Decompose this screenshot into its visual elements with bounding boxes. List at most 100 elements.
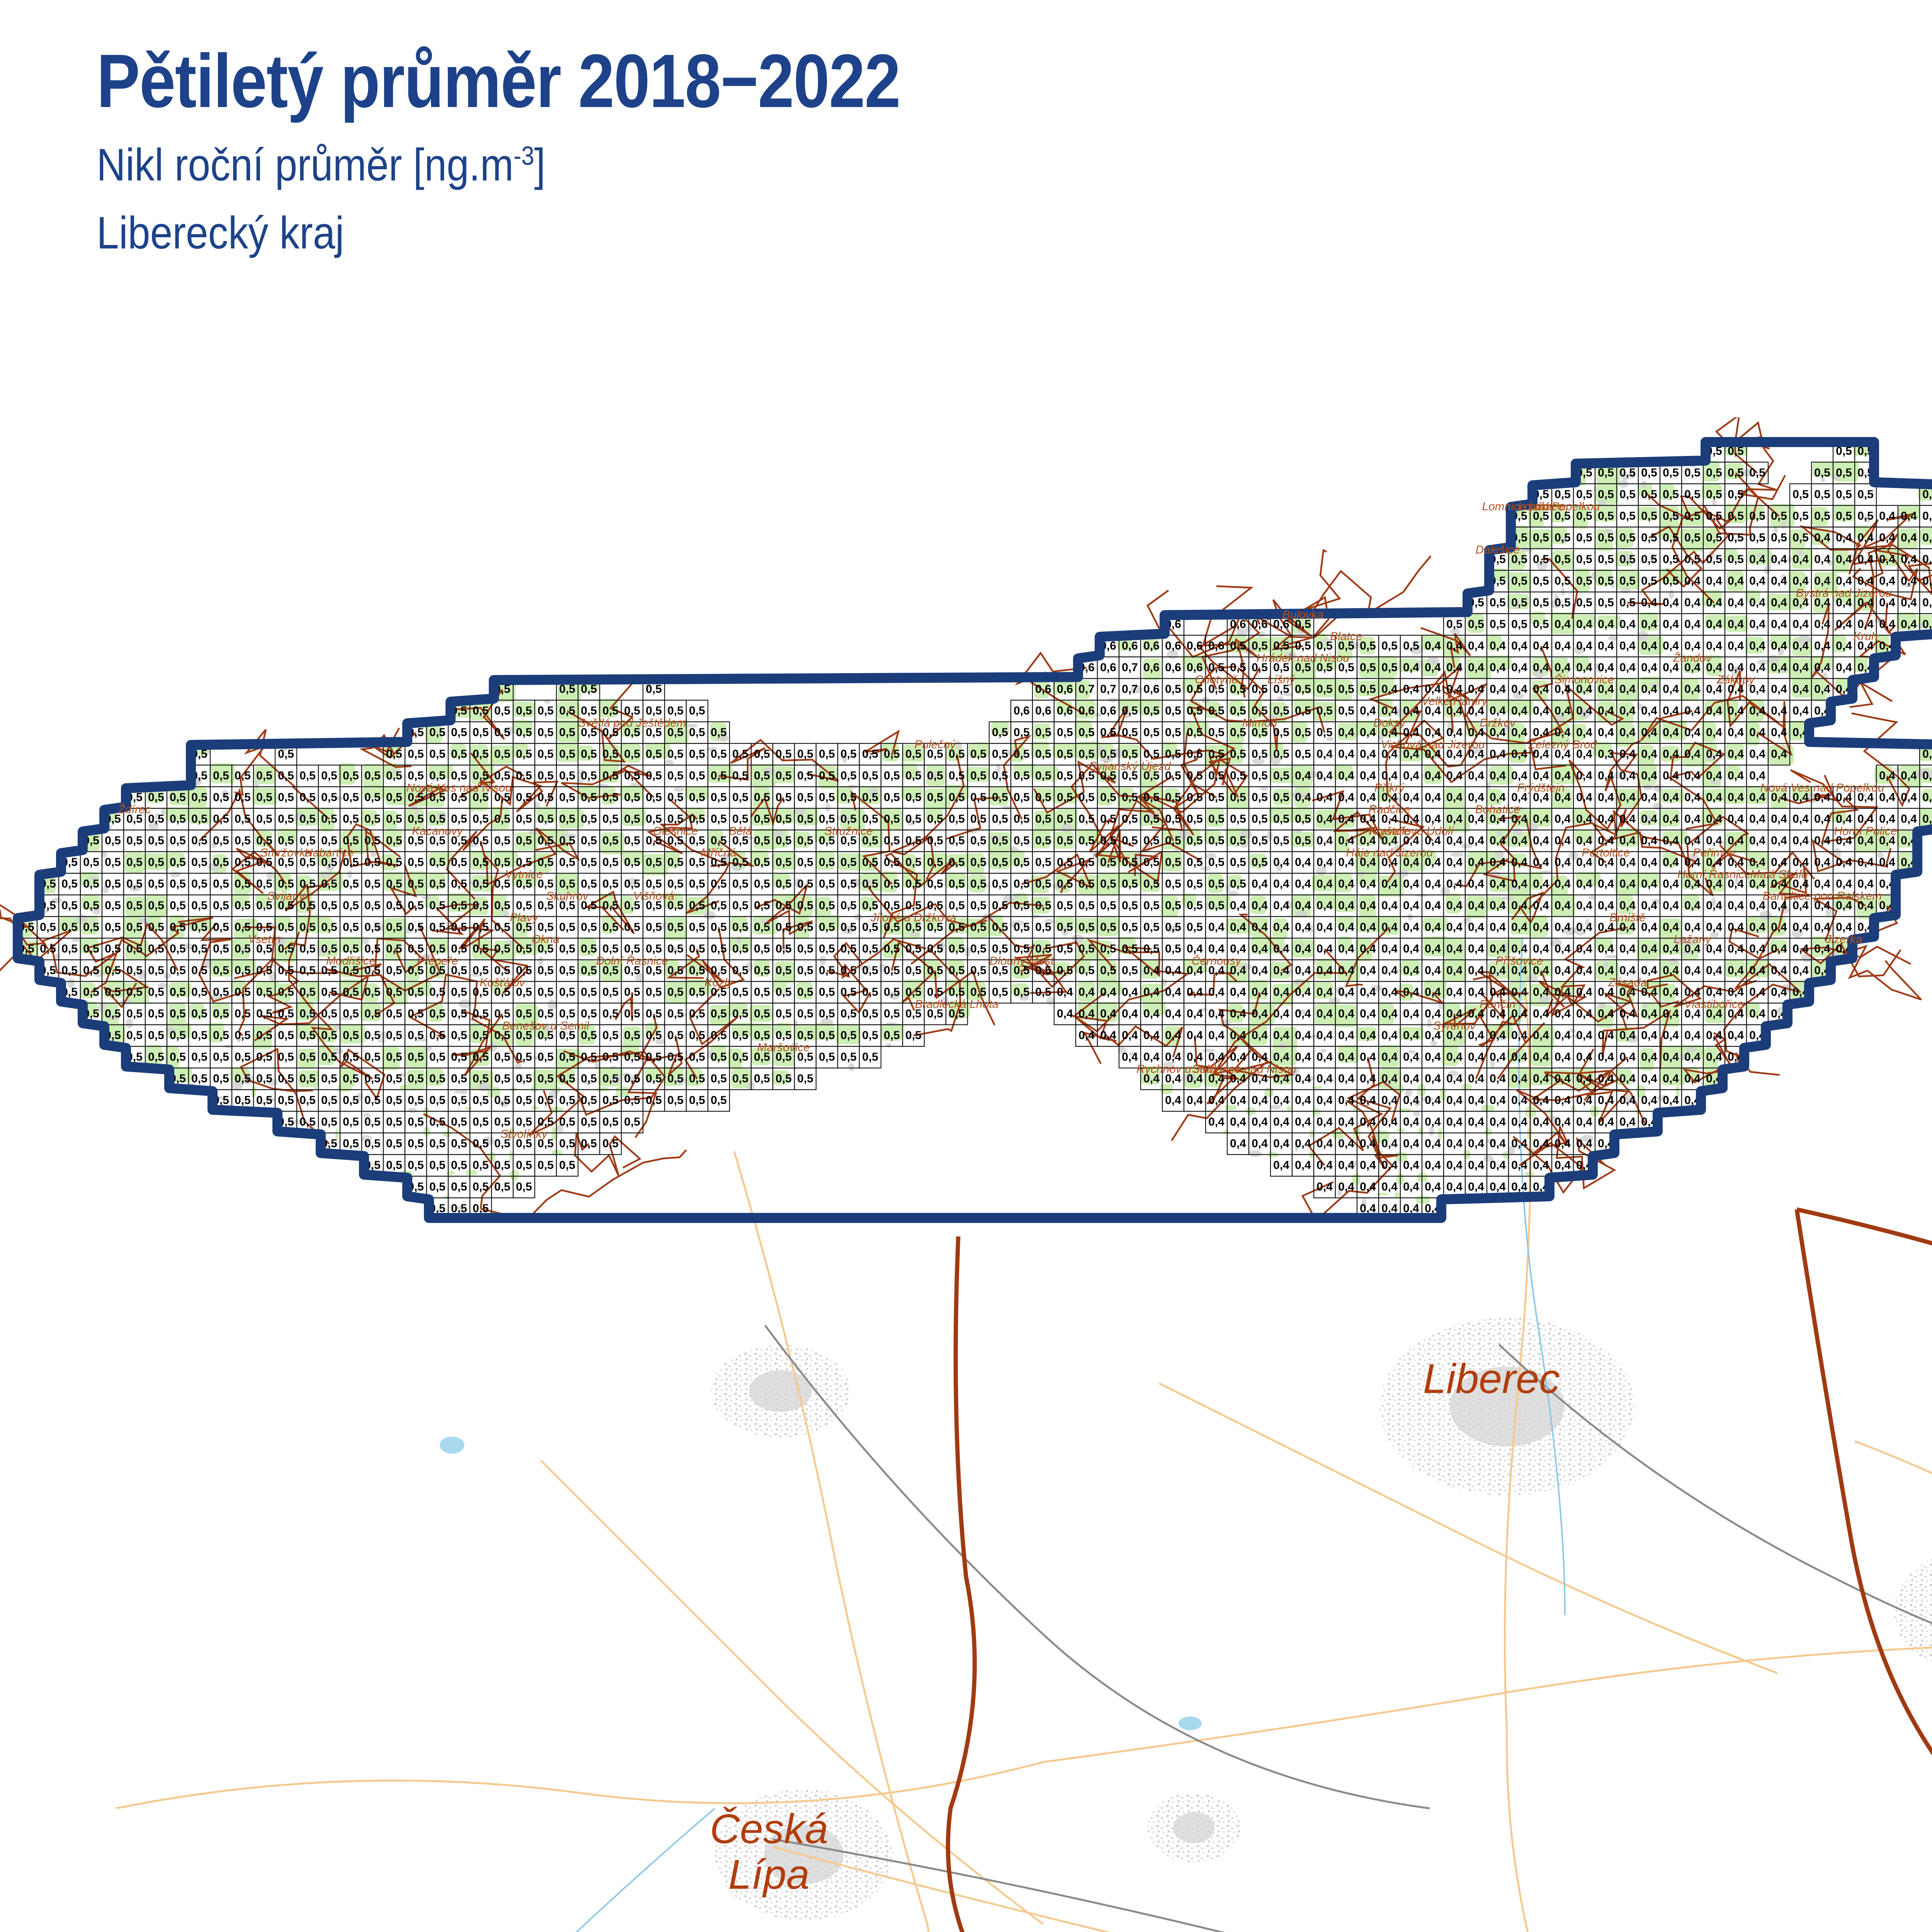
grid-cell-value: 0,4 bbox=[1511, 1094, 1527, 1107]
grid-cell-value: 0,4 bbox=[1425, 986, 1441, 998]
grid-cell-value: 0,5 bbox=[581, 1094, 597, 1107]
grid-cell-value: 0,5 bbox=[559, 1051, 575, 1063]
grid-cell-value: 0,4 bbox=[1533, 878, 1549, 890]
grid-cell-value: 0,5 bbox=[689, 921, 705, 934]
grid-cell-value: 0,4 bbox=[1857, 553, 1874, 566]
grid-cell-value: 0,4 bbox=[1316, 769, 1333, 782]
grid-cell-value: 0,4 bbox=[1338, 1180, 1354, 1193]
grid-cell-value: 0,4 bbox=[1641, 639, 1657, 652]
grid-cell-value: 0,5 bbox=[516, 813, 532, 825]
grid-cell-value: 0,4 bbox=[1273, 1072, 1289, 1085]
grid-cell-value: 0,4 bbox=[1814, 618, 1830, 631]
grid-cell-value: 0,5 bbox=[473, 986, 489, 998]
grid-cell-value: 0,5 bbox=[840, 921, 857, 934]
grid-cell-value: 0,5 bbox=[105, 942, 121, 955]
grid-cell-value: 0,4 bbox=[1641, 1094, 1657, 1107]
grid-cell-value: 0,4 bbox=[1706, 704, 1722, 717]
grid-cell-value: 0,5 bbox=[429, 856, 446, 869]
grid-cell-value: 0,6 bbox=[1208, 639, 1225, 652]
grid-cell-value: 0,5 bbox=[343, 769, 359, 782]
grid-cell-value: 0,4 bbox=[1619, 618, 1636, 631]
grid-cell-value: 0,4 bbox=[1728, 921, 1744, 934]
grid-cell-value: 0,5 bbox=[299, 769, 316, 782]
grid-cell-value: 0,5 bbox=[559, 899, 575, 912]
place-label: Plavy bbox=[510, 911, 539, 924]
grid-cell-value: 0,5 bbox=[689, 769, 705, 782]
grid-cell-value: 0,5 bbox=[537, 1051, 554, 1063]
grid-cell-value: 0,4 bbox=[1793, 942, 1809, 955]
grid-cell-value: 0,5 bbox=[646, 1094, 662, 1107]
grid-cell-value: 0,4 bbox=[1922, 510, 1932, 522]
grid-cell-value: 0,5 bbox=[278, 856, 294, 869]
grid-cell-value: 0,7 bbox=[1100, 683, 1116, 696]
grid-cell-value: 0,5 bbox=[408, 899, 424, 912]
grid-cell-value: 0,4 bbox=[1511, 899, 1527, 912]
grid-cell-value: 0,5 bbox=[1684, 510, 1701, 522]
grid-cell-value: 0,4 bbox=[1749, 899, 1765, 912]
grid-cell-value: 0,5 bbox=[711, 899, 727, 912]
grid-cell[interactable] bbox=[794, 1067, 817, 1090]
grid-cell-value: 0,5 bbox=[1316, 661, 1333, 674]
grid-cell-value: 0,5 bbox=[884, 813, 900, 825]
grid-cell-value: 0,5 bbox=[776, 964, 792, 977]
grid-cell-value: 0,4 bbox=[1771, 856, 1787, 869]
grid-cell-value: 0,5 bbox=[624, 769, 640, 782]
grid-cell-value: 0,5 bbox=[343, 813, 359, 825]
grid-cell-value: 0,5 bbox=[905, 813, 922, 825]
grid-cell[interactable] bbox=[1767, 743, 1791, 766]
grid-cell-value: 0,5 bbox=[451, 942, 467, 955]
grid-cell-value: 0,5 bbox=[581, 921, 597, 934]
grid-cell-value: 0,5 bbox=[602, 856, 619, 869]
grid-cell-value: 0,5 bbox=[494, 942, 510, 955]
map-canvas[interactable]: 0,5 0,5 0,5 0,5 0,5 0,5 0,5 0,5 0,5 0,5 0,5 0,5 0,5 0… bbox=[0, 417, 1932, 1932]
grid-cell-value: 0,5 bbox=[256, 986, 272, 998]
grid-cell-value: 0,4 bbox=[1381, 726, 1398, 739]
grid-cell[interactable] bbox=[902, 1024, 925, 1047]
grid-cell-value: 0,5 bbox=[905, 834, 922, 847]
grid-cell[interactable] bbox=[859, 1046, 882, 1069]
grid-cell-value: 0,4 bbox=[1554, 661, 1571, 674]
grid-cell-value: 0,4 bbox=[1511, 986, 1527, 998]
grid-cell-value: 0,5 bbox=[321, 791, 337, 804]
grid-cell-value: 0,5 bbox=[256, 964, 272, 977]
grid-cell-value: 0,5 bbox=[537, 1029, 554, 1042]
grid-cell-value: 0,4 bbox=[1468, 921, 1484, 934]
grid-cell-value: 0,4 bbox=[1857, 878, 1874, 890]
grid-cell-value: 0,4 bbox=[1360, 942, 1376, 955]
grid-cell-value: 0,5 bbox=[1252, 704, 1268, 717]
grid-cell-value: 0,4 bbox=[1619, 1072, 1636, 1085]
grid-cell-value: 0,5 bbox=[1338, 639, 1354, 652]
grid-cell-value: 0,5 bbox=[473, 899, 489, 912]
grid-cell-value: 0,5 bbox=[537, 748, 554, 760]
grid-cell-value: 0,4 bbox=[1684, 791, 1701, 804]
grid-cell[interactable] bbox=[1746, 461, 1769, 485]
grid-cell-value: 0,5 bbox=[840, 899, 857, 912]
grid-cell-value: 0,4 bbox=[1749, 878, 1765, 890]
grid-cell-value: 0,5 bbox=[602, 769, 619, 782]
grid-cell-value: 0,4 bbox=[1381, 921, 1398, 934]
grid-cell-value: 0,5 bbox=[1122, 856, 1138, 869]
grid-cell-value: 0,5 bbox=[927, 942, 943, 955]
grid-cell-value: 0,4 bbox=[1554, 1029, 1571, 1042]
grid-cell-value: 0,5 bbox=[408, 1159, 424, 1172]
grid-cell-value: 0,4 bbox=[1468, 748, 1484, 760]
grid-cell-value: 0,4 bbox=[1771, 878, 1787, 890]
grid-cell-value: 0,5 bbox=[624, 1094, 640, 1107]
grid-cell-value: 0,5 bbox=[1035, 899, 1051, 912]
grid-cell-value: 0,4 bbox=[1252, 1137, 1268, 1150]
grid-cell-value: 0,5 bbox=[624, 921, 640, 934]
grid-cell-value: 0,4 bbox=[1338, 1137, 1354, 1150]
grid-cell-value: 0,5 bbox=[776, 1007, 792, 1020]
grid-cell-value: 0,5 bbox=[602, 1007, 619, 1020]
grid-cell-value: 0,4 bbox=[1576, 878, 1592, 890]
grid-cell-value: 0,5 bbox=[624, 942, 640, 955]
grid-cell-value: 0,4 bbox=[1901, 553, 1917, 566]
grid-cell-value: 0,5 bbox=[1122, 899, 1138, 912]
place-label: Chotyně bbox=[1195, 673, 1238, 686]
grid-cell-value: 0,5 bbox=[754, 964, 770, 977]
grid-cell-value: 0,4 bbox=[1663, 834, 1679, 847]
grid-cell-value: 0,5 bbox=[408, 1029, 424, 1042]
grid-cell-value: 0,5 bbox=[451, 899, 467, 912]
grid-cell-value: 0,4 bbox=[1663, 878, 1679, 890]
grid-cell[interactable] bbox=[945, 1002, 968, 1026]
